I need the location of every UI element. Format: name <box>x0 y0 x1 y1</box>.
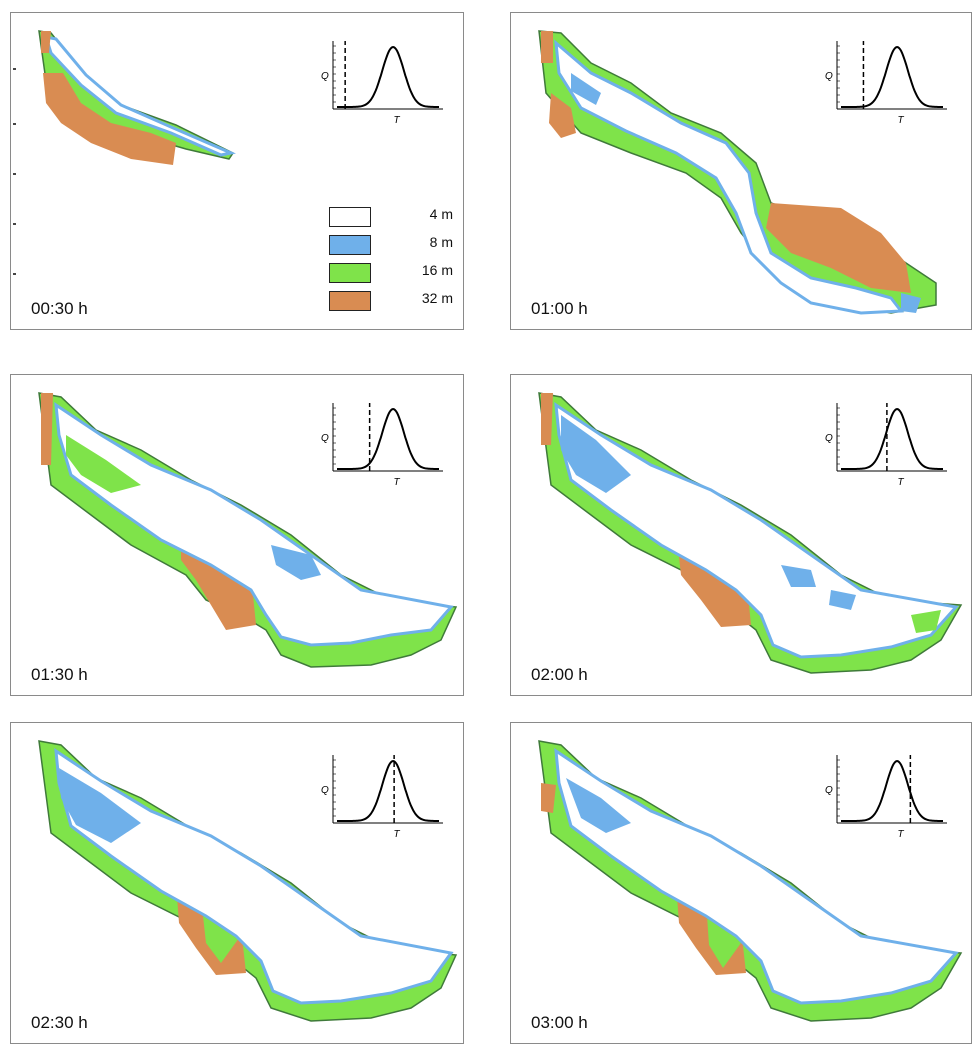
y-axis-label: Q <box>825 71 833 82</box>
legend-item: 4 m <box>329 203 459 231</box>
x-axis-label: T <box>394 115 401 126</box>
hydrograph-chart: QT <box>321 755 443 840</box>
time-label: 01:30 h <box>31 665 88 684</box>
flood-extent-map <box>538 30 937 315</box>
x-axis-label: T <box>898 477 905 488</box>
flood-extent-map <box>13 30 236 275</box>
y-axis-label: Q <box>825 433 833 444</box>
hydrograph-chart: QT <box>321 41 443 126</box>
hydrograph-chart: QT <box>825 755 947 840</box>
time-label: 02:00 h <box>531 665 588 684</box>
legend-label: 16 m <box>421 262 453 278</box>
y-axis-label: Q <box>321 785 329 796</box>
legend-item: 32 m <box>329 287 459 315</box>
hydrograph-curve <box>841 759 943 822</box>
flood-extent-map <box>38 392 458 668</box>
hydrograph-curve <box>337 45 439 108</box>
hydrograph-curve <box>337 407 439 470</box>
legend-label: 4 m <box>429 206 453 222</box>
legend-item: 8 m <box>329 231 459 259</box>
legend-item: 16 m <box>329 259 459 287</box>
x-axis-label: T <box>898 115 905 126</box>
time-label: 01:00 h <box>531 299 588 318</box>
time-label: 00:30 h <box>31 299 88 318</box>
legend-swatch <box>329 263 371 283</box>
legend-swatch <box>329 235 371 255</box>
hydrograph-chart: QT <box>321 403 443 488</box>
y-axis-label: Q <box>321 433 329 444</box>
flood-extent-map <box>538 392 963 674</box>
hydrograph-chart: QT <box>825 403 947 488</box>
legend-label: 8 m <box>429 234 453 250</box>
x-axis-label: T <box>394 829 401 840</box>
legend-label: 32 m <box>421 290 453 306</box>
depth-legend: 4 m 8 m 16 m 32 m <box>329 203 459 315</box>
legend-swatch <box>329 291 371 311</box>
legend-swatch <box>329 207 371 227</box>
y-axis-label: Q <box>825 785 833 796</box>
x-axis-label: T <box>394 477 401 488</box>
x-axis-label: T <box>898 829 905 840</box>
flood-extent-map <box>538 740 963 1022</box>
flood-extent-map <box>38 740 458 1022</box>
hydrograph-curve <box>841 45 943 108</box>
y-axis-label: Q <box>321 71 329 82</box>
time-label: 03:00 h <box>531 1013 588 1032</box>
hydrograph-curve <box>337 759 439 822</box>
hydrograph-curve <box>841 407 943 470</box>
time-label: 02:30 h <box>31 1013 88 1032</box>
hydrograph-chart: QT <box>825 41 947 126</box>
